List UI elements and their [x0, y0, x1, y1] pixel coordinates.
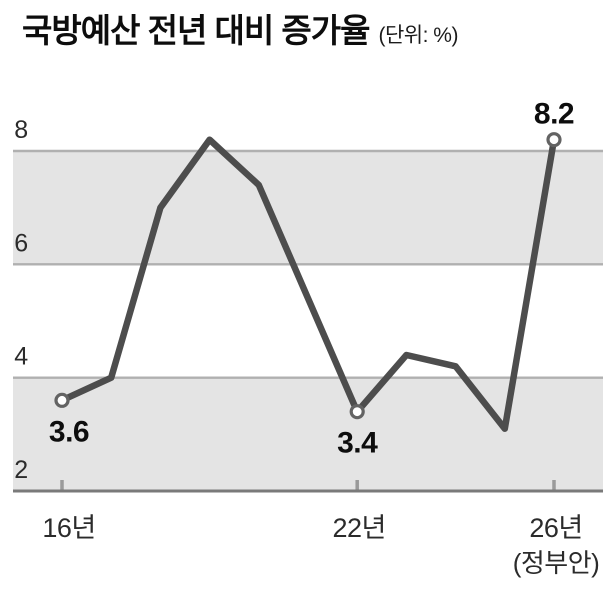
data-point-label: 8.2: [534, 98, 574, 131]
x-axis-label: 26년: [529, 513, 582, 543]
chart-title: 국방예산 전년 대비 증가율: [22, 12, 370, 49]
y-axis-label: 2: [14, 456, 27, 484]
data-point-label: 3.6: [49, 415, 89, 448]
x-axis-label: 16년: [42, 513, 95, 543]
grid-band: [13, 377, 603, 491]
x-axis-sublabel: (정부안): [513, 548, 600, 578]
y-axis-label: 6: [14, 229, 27, 257]
data-point-label: 3.4: [337, 427, 378, 460]
x-axis-label: 22년: [333, 513, 386, 543]
chart-header: 국방예산 전년 대비 증가율 (단위: %): [22, 12, 458, 49]
data-point-marker: [546, 132, 562, 148]
data-point-marker: [54, 392, 70, 408]
chart-unit-label: (단위: %): [378, 24, 458, 47]
data-point-marker: [349, 404, 365, 420]
data-line: [58, 136, 558, 432]
y-axis-label: 4: [14, 343, 28, 371]
y-axis-label: 8: [14, 116, 27, 144]
grid-band: [13, 151, 603, 265]
